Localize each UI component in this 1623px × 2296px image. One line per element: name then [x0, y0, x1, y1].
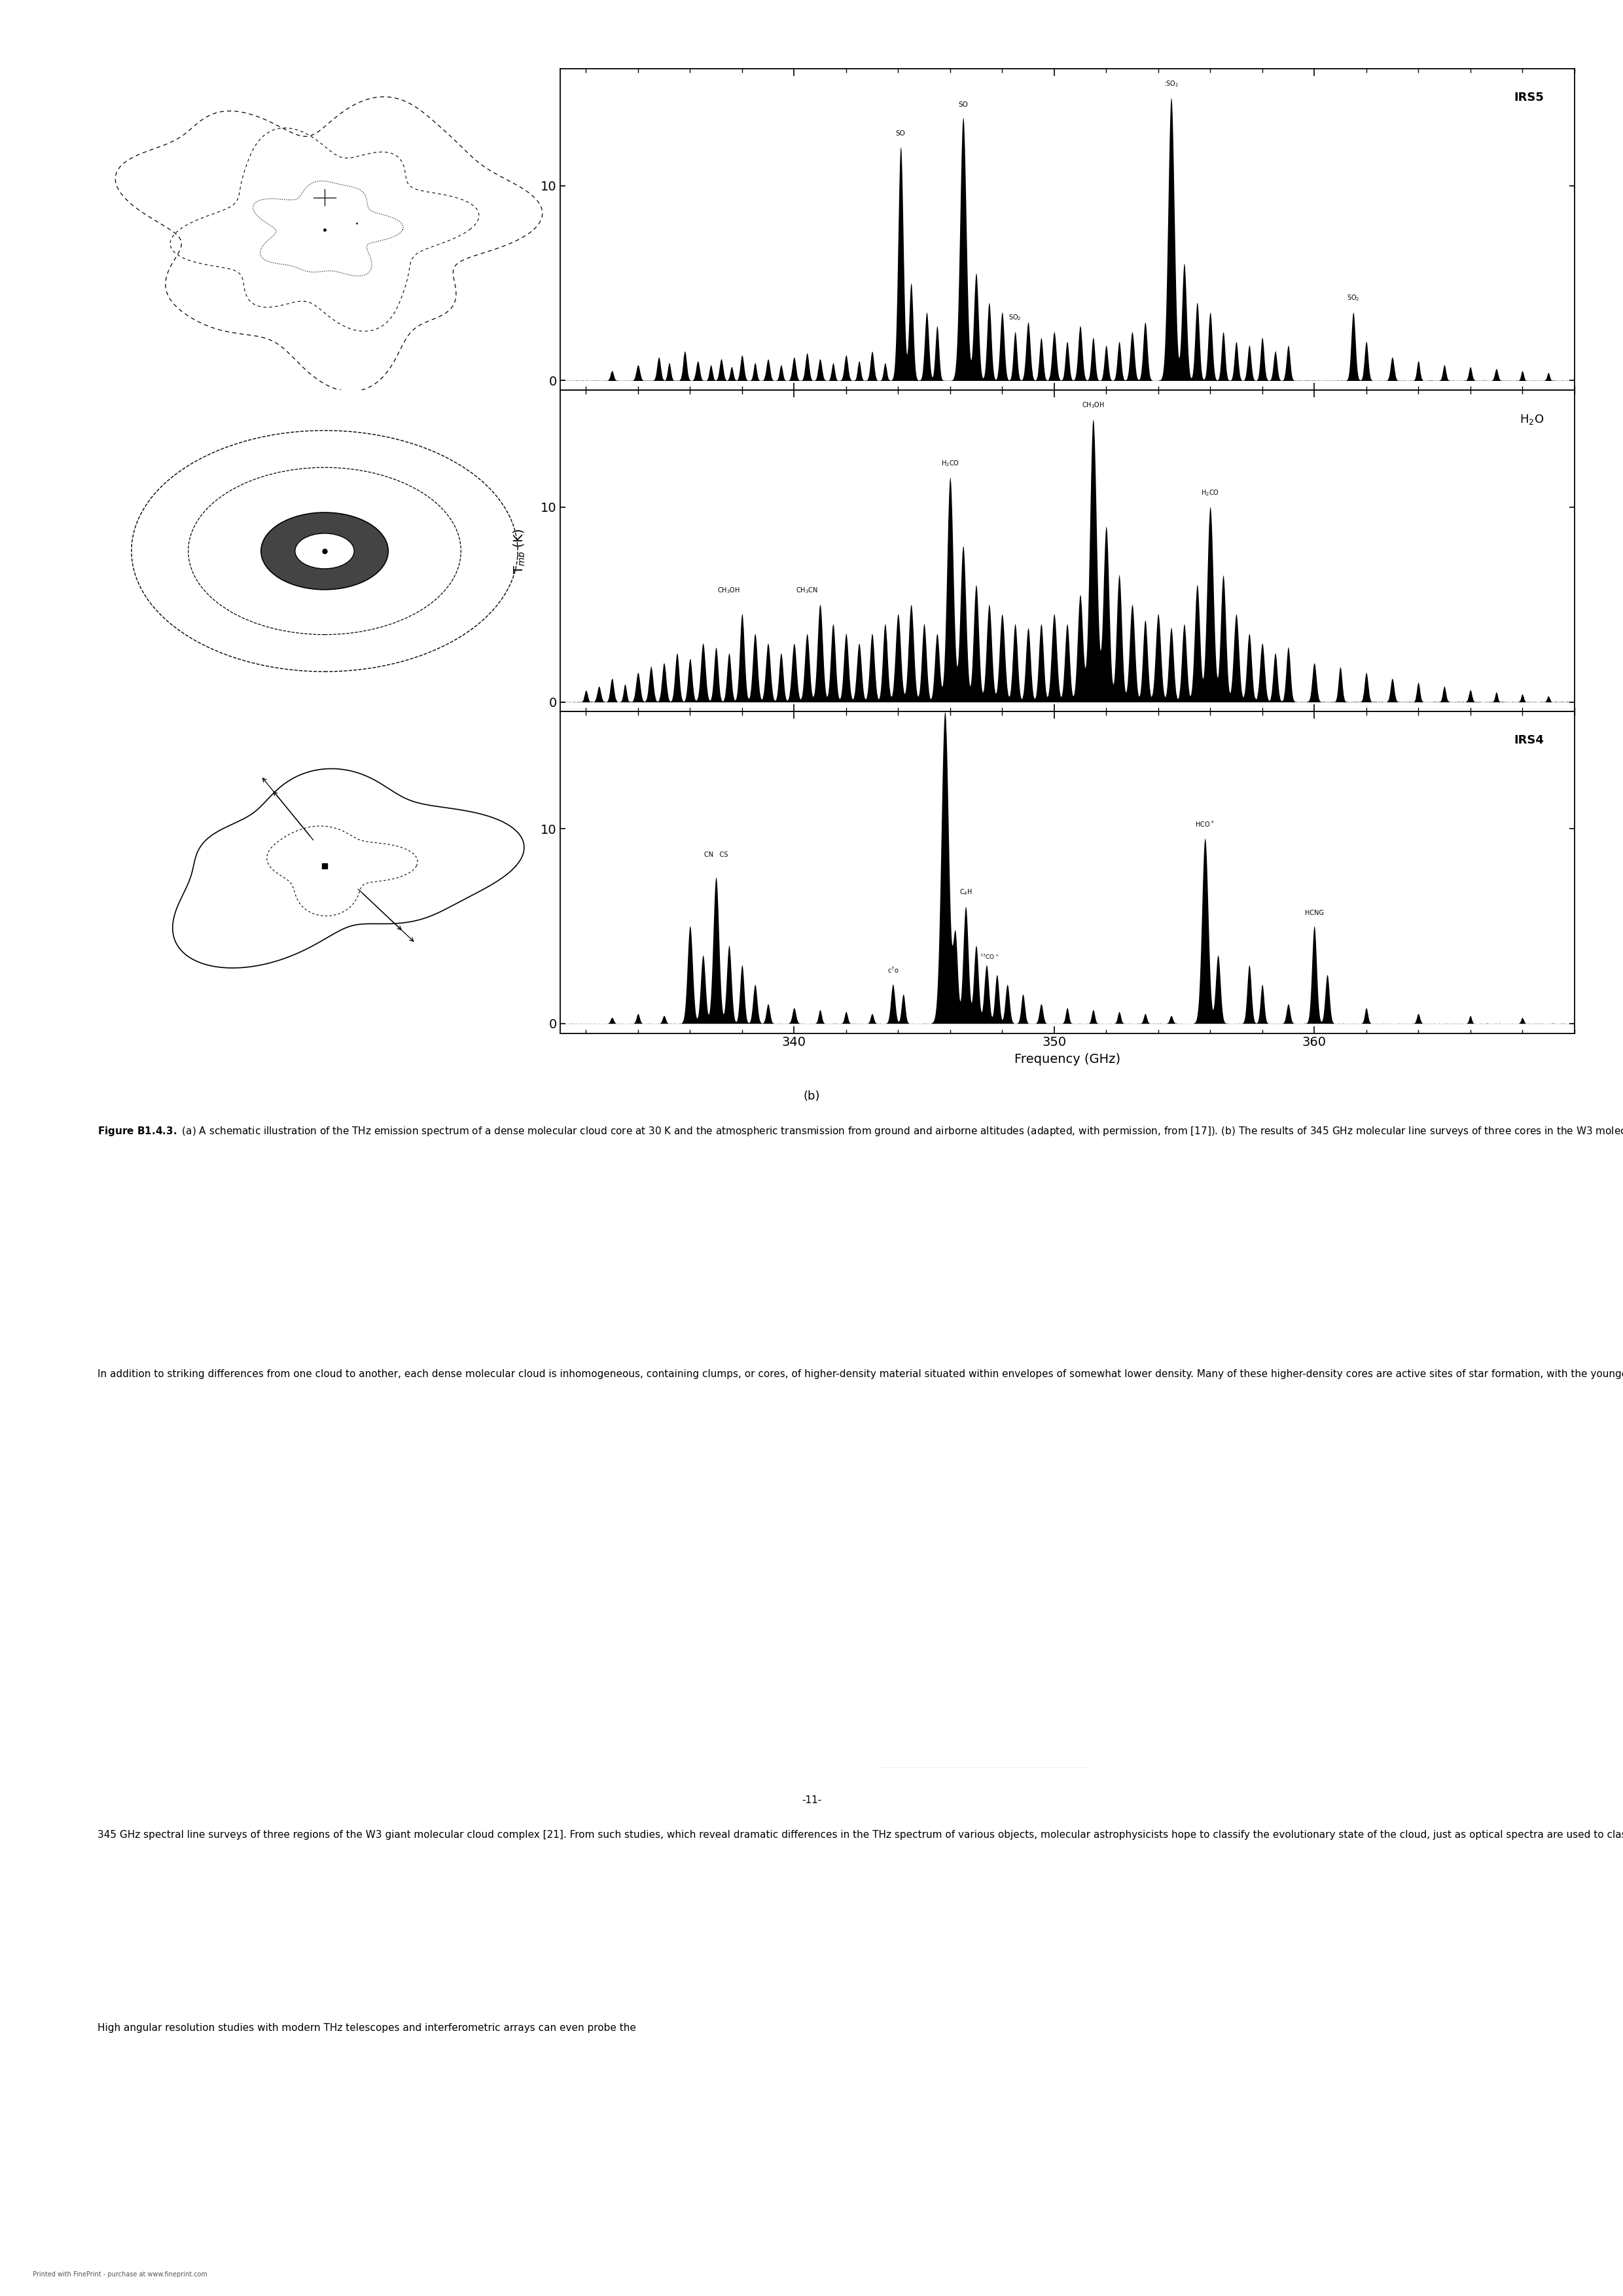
- Text: 345 GHz spectral line surveys of three regions of the W3 giant molecular cloud c: 345 GHz spectral line surveys of three r…: [97, 1830, 1623, 1839]
- Text: C$_4$H: C$_4$H: [959, 889, 972, 898]
- Text: CH$_3$OH: CH$_3$OH: [1081, 402, 1105, 409]
- Text: SO$_2$: SO$_2$: [1010, 312, 1021, 321]
- Text: c$^7$o: c$^7$o: [888, 967, 899, 976]
- Text: H$_2$CO: H$_2$CO: [1201, 489, 1219, 498]
- Text: CH$_3$OH: CH$_3$OH: [717, 585, 740, 595]
- Text: IRS4: IRS4: [1514, 735, 1543, 746]
- Text: $\mathbf{Figure\ B1.4.3.}$ (a) A schematic illustration of the THz emission spec: $\mathbf{Figure\ B1.4.3.}$ (a) A schemat…: [97, 1125, 1623, 1137]
- Text: SO$_2$: SO$_2$: [1347, 294, 1360, 303]
- Text: HCNG: HCNG: [1305, 909, 1324, 916]
- Text: H$_2$CO: H$_2$CO: [941, 459, 959, 468]
- Text: $^{13}$CO$^+$: $^{13}$CO$^+$: [979, 953, 998, 962]
- Text: T$_{mb}$ (K): T$_{mb}$ (K): [513, 528, 526, 574]
- Ellipse shape: [295, 533, 354, 569]
- Text: IRS5: IRS5: [1514, 92, 1543, 103]
- Text: SO: SO: [958, 101, 967, 108]
- Text: (b): (b): [803, 1091, 820, 1102]
- Text: CN   CS: CN CS: [704, 852, 727, 859]
- Text: HCO$^+$: HCO$^+$: [1195, 820, 1216, 829]
- Ellipse shape: [261, 512, 388, 590]
- Text: In addition to striking differences from one cloud to another, each dense molecu: In addition to striking differences from…: [97, 1368, 1623, 1380]
- Text: :SO$_2$: :SO$_2$: [1164, 80, 1178, 87]
- Text: -11-: -11-: [802, 1795, 821, 1805]
- X-axis label: Frequency (GHz): Frequency (GHz): [1014, 1054, 1120, 1065]
- Text: SO: SO: [896, 131, 906, 138]
- Text: CH$_3$CN: CH$_3$CN: [795, 585, 818, 595]
- Text: CO: CO: [940, 696, 951, 703]
- Text: Printed with FinePrint - purchase at www.fineprint.com: Printed with FinePrint - purchase at www…: [32, 2271, 208, 2278]
- Text: H$_2$O: H$_2$O: [1519, 413, 1543, 427]
- Text: High angular resolution studies with modern THz telescopes and interferometric a: High angular resolution studies with mod…: [97, 2023, 636, 2032]
